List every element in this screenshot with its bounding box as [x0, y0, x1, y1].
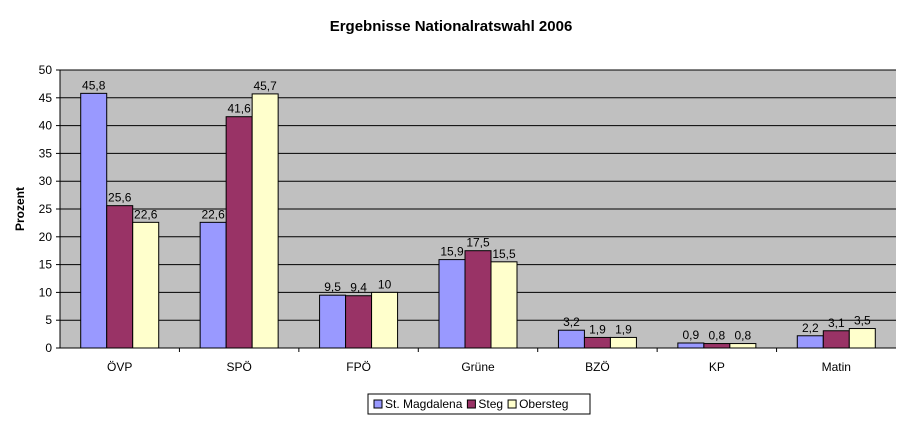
legend-swatch: [373, 399, 383, 409]
data-label: 1,9: [589, 322, 606, 336]
bar: [464, 250, 492, 349]
data-label: 2,2: [802, 321, 819, 335]
legend-box: [367, 393, 591, 415]
x-category-label: ÖVP: [107, 360, 132, 374]
bar: [80, 92, 108, 349]
bar: [729, 343, 757, 349]
y-tick-label: 45: [39, 91, 53, 105]
bar: [703, 343, 731, 349]
legend-swatch: [507, 399, 517, 409]
legend-label: Obersteg: [519, 397, 568, 411]
bar: [371, 291, 399, 349]
data-label: 9,5: [324, 280, 341, 294]
y-tick-label: 5: [45, 313, 52, 327]
bar: [822, 330, 850, 349]
chart-title: Ergebnisse Nationalratswahl 2006: [330, 18, 573, 35]
bar: [225, 116, 253, 349]
bar: [677, 342, 705, 349]
data-label: 15,9: [440, 245, 464, 259]
legend: St. Magdalena Steg Obersteg: [367, 393, 591, 415]
bar: [199, 221, 227, 349]
data-label: 0,8: [735, 329, 752, 343]
bar: [490, 261, 518, 349]
bar: [583, 336, 611, 349]
bar: [848, 328, 876, 349]
x-category-label: FPÖ: [346, 360, 371, 374]
data-labels: 45,825,622,6 22,641,645,79,5 9,4 1015,917,5…: [82, 78, 871, 342]
data-label: 0,9: [683, 328, 700, 342]
y-tick-label: 25: [39, 202, 53, 216]
y-tick-label: 0: [45, 341, 52, 355]
data-label: 45,8: [82, 78, 106, 92]
bar: [609, 336, 637, 349]
data-label: 1,9: [615, 322, 632, 336]
legend-label: St. Magdalena: [385, 397, 463, 411]
bar: [251, 93, 279, 349]
data-label: 3,2: [563, 315, 580, 329]
data-label: 10: [378, 277, 392, 291]
data-label: 25,6: [108, 191, 132, 205]
bar: [132, 221, 160, 349]
x-category-label: BZÖ: [585, 360, 610, 374]
y-axis-ticks: 0 5 10 15 20 25 30 35 40 45 50: [39, 63, 60, 355]
y-tick-label: 10: [39, 285, 53, 299]
y-tick-label: 50: [39, 63, 53, 77]
y-tick-label: 40: [39, 119, 53, 133]
data-label: 3,5: [854, 314, 871, 328]
data-label: 9,4: [350, 281, 367, 295]
legend-label: Steg: [478, 397, 503, 411]
data-label: 41,6: [227, 102, 251, 116]
data-label: 15,5: [492, 247, 516, 261]
y-tick-label: 20: [39, 230, 53, 244]
data-label: 0,8: [709, 329, 726, 343]
x-category-label: SPÖ: [226, 360, 251, 374]
data-label: 3,1: [828, 316, 845, 330]
data-label: 22,6: [134, 207, 158, 221]
bar: [106, 205, 134, 349]
data-label: 22,6: [201, 207, 225, 221]
x-category-label: KP: [709, 360, 725, 374]
y-tick-label: 30: [39, 174, 53, 188]
bar: [319, 294, 347, 349]
x-axis-categories: ÖVP SPÖ FPÖ Grüne BZÖ KP Matin: [107, 360, 851, 374]
y-axis-label: Prozent: [13, 187, 27, 231]
y-tick-label: 35: [39, 146, 53, 160]
bar: [557, 329, 585, 349]
bar: [438, 259, 466, 349]
x-category-label: Grüne: [461, 360, 495, 374]
bar: [796, 335, 824, 349]
bar: [345, 295, 373, 349]
y-tick-label: 15: [39, 258, 53, 272]
data-label: 45,7: [253, 79, 277, 93]
data-label: 17,5: [466, 236, 490, 250]
x-category-label: Matin: [822, 360, 851, 374]
legend-swatch: [466, 399, 476, 409]
